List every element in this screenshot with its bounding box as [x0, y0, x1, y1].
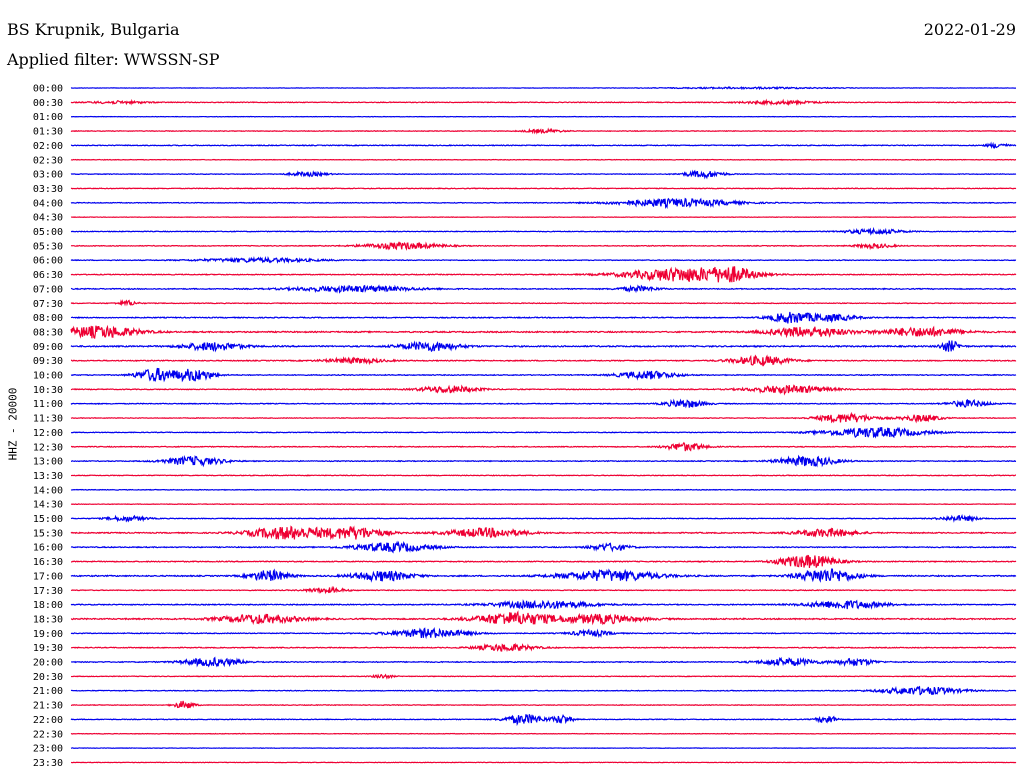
time-label: 19:30	[33, 643, 63, 654]
time-label: 20:30	[33, 672, 63, 683]
time-label: 14:00	[33, 485, 63, 496]
time-label: 15:00	[33, 514, 63, 525]
trace-line	[70, 685, 1017, 696]
time-label: 18:30	[33, 614, 63, 625]
time-label: 13:00	[33, 457, 63, 468]
trace-line	[70, 367, 1017, 383]
trace-line	[70, 554, 1017, 569]
time-label: 20:00	[33, 658, 63, 669]
time-label: 12:30	[33, 442, 63, 453]
time-label: 05:00	[33, 227, 63, 238]
time-label: 21:00	[33, 686, 63, 697]
trace-line	[70, 241, 1017, 251]
trace-line	[70, 255, 1017, 264]
time-label: 04:00	[33, 198, 63, 209]
trace-line	[70, 141, 1017, 149]
trace-line	[70, 585, 1017, 595]
time-label: 23:00	[33, 744, 63, 755]
time-label: 02:30	[33, 155, 63, 166]
trace-line	[70, 340, 1017, 353]
filter-label: Applied filter: WWSSN-SP	[7, 50, 220, 69]
trace-line	[70, 454, 1017, 468]
trace-line	[70, 568, 1017, 583]
trace-line	[70, 197, 1017, 210]
trace-line	[70, 158, 1017, 161]
trace-line	[70, 426, 1017, 439]
trace-line	[70, 441, 1017, 452]
trace-line	[70, 732, 1017, 735]
time-label: 14:30	[33, 500, 63, 511]
trace-line	[70, 311, 1017, 324]
time-label: 22:30	[33, 729, 63, 740]
trace-line	[70, 411, 1017, 424]
time-label: 08:00	[33, 313, 63, 324]
time-label: 10:30	[33, 385, 63, 396]
time-label: 16:30	[33, 557, 63, 568]
trace-line	[70, 127, 1017, 135]
trace-line	[70, 266, 1017, 283]
time-label: 00:00	[33, 84, 63, 95]
time-label: 22:00	[33, 715, 63, 726]
trace-line	[70, 761, 1017, 764]
trace-line	[70, 299, 1017, 307]
time-label: 07:30	[33, 299, 63, 310]
trace-line	[70, 540, 1017, 554]
time-label: 06:30	[33, 270, 63, 281]
trace-line	[70, 324, 1017, 340]
trace-line	[70, 503, 1017, 506]
trace-line	[70, 284, 1017, 294]
time-label: 11:30	[33, 414, 63, 425]
time-label: 01:30	[33, 127, 63, 138]
trace-line	[70, 656, 1017, 668]
trace-line	[70, 642, 1017, 652]
trace-line	[70, 626, 1017, 640]
time-label: 18:00	[33, 600, 63, 611]
time-label: 12:00	[33, 428, 63, 439]
time-label: 04:30	[33, 213, 63, 224]
trace-line	[70, 226, 1017, 236]
trace-line	[70, 169, 1017, 180]
time-label: 07:00	[33, 284, 63, 295]
trace-line	[70, 713, 1017, 727]
trace-line	[70, 98, 1017, 107]
trace-line	[70, 384, 1017, 396]
trace-line	[70, 187, 1017, 190]
trace-line	[70, 488, 1017, 491]
time-label: 00:30	[33, 98, 63, 109]
time-label: 02:00	[33, 141, 63, 152]
time-label: 05:30	[33, 241, 63, 252]
time-label: 03:00	[33, 170, 63, 181]
trace-line	[70, 599, 1017, 610]
time-label: 19:00	[33, 629, 63, 640]
trace-line	[70, 700, 1017, 709]
time-label: 09:30	[33, 356, 63, 367]
time-label: 15:30	[33, 528, 63, 539]
trace-line	[70, 673, 1017, 680]
trace-line	[70, 474, 1017, 477]
station-title: BS Krupnik, Bulgaria	[7, 20, 180, 39]
time-label: 01:00	[33, 112, 63, 123]
time-label: 23:30	[33, 758, 63, 769]
time-label: 09:00	[33, 342, 63, 353]
time-label: 06:00	[33, 256, 63, 267]
trace-line	[70, 525, 1017, 541]
trace-line	[70, 514, 1017, 523]
trace-line	[70, 354, 1017, 367]
time-label: 03:30	[33, 184, 63, 195]
time-label: 08:30	[33, 327, 63, 338]
trace-line	[70, 610, 1017, 626]
time-label: 17:30	[33, 586, 63, 597]
time-label: 11:00	[33, 399, 63, 410]
time-label: 13:30	[33, 471, 63, 482]
trace-line	[70, 398, 1017, 409]
trace-line	[70, 85, 1016, 91]
time-label: 21:30	[33, 701, 63, 712]
time-label: 10:00	[33, 371, 63, 382]
date-label: 2022-01-29	[923, 20, 1016, 39]
time-label: 16:00	[33, 543, 63, 554]
time-label: 17:00	[33, 571, 63, 582]
